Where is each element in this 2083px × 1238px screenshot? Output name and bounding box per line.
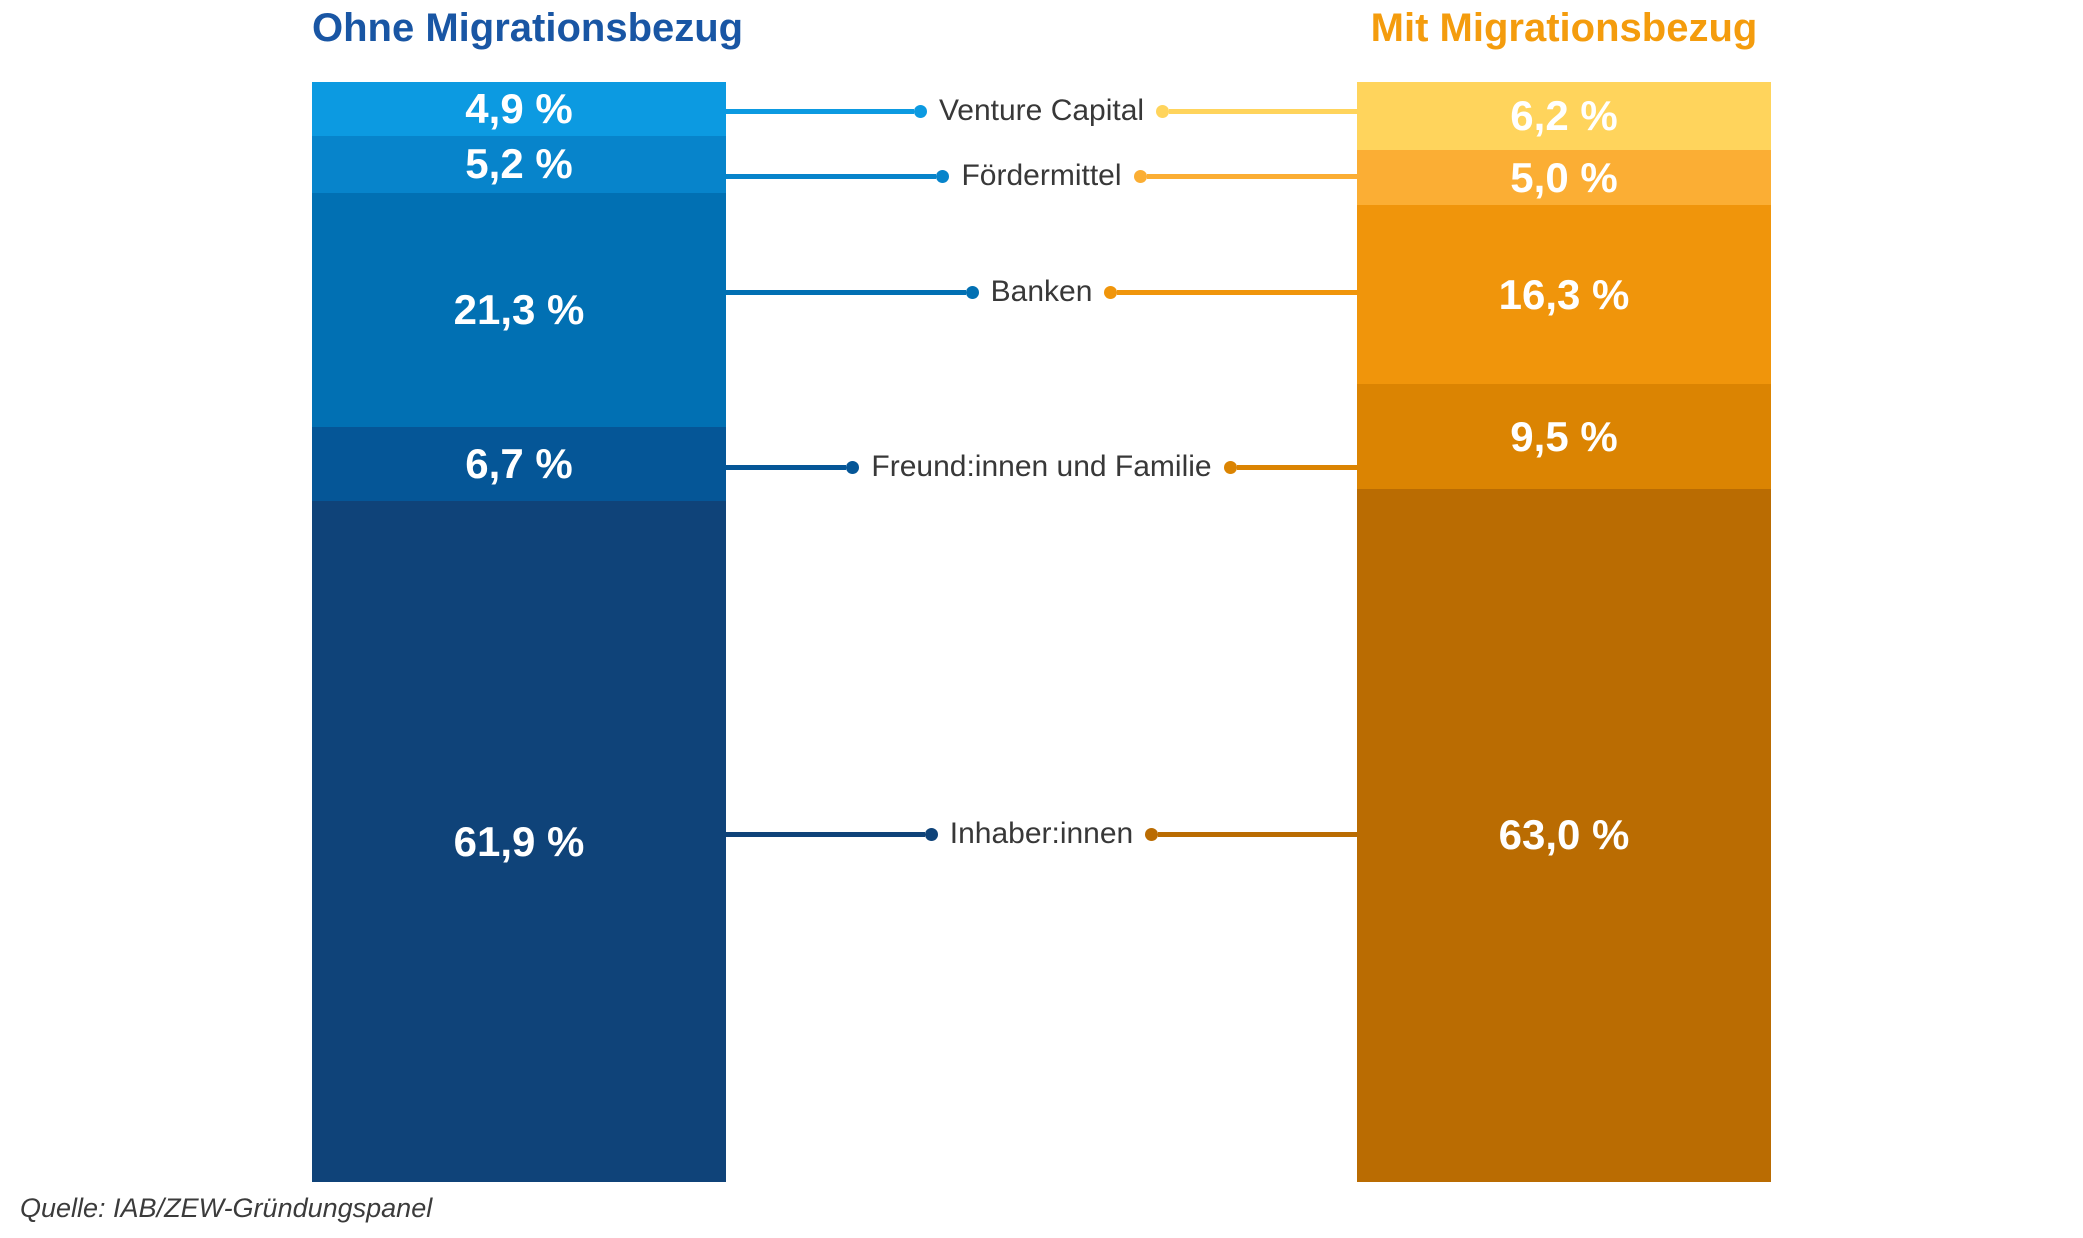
connector-line-right: [1236, 464, 1358, 470]
connector-line-left: [726, 173, 937, 179]
right-series-title: Mit Migrationsbezug: [1370, 6, 1758, 50]
segment-ohne-migrationsbezug-banken: 21,3 %: [312, 193, 726, 428]
segment-mit-migrationsbezug-f-rdermittel: 5,0 %: [1357, 150, 1771, 206]
connector-row-banken: Banken: [726, 276, 1357, 308]
segment-value-label: 6,7 %: [465, 440, 573, 488]
segment-value-label: 21,3 %: [453, 286, 585, 334]
connector-row-freund-innen-und-familie: Freund:innen und Familie: [726, 450, 1358, 483]
segment-value-label: 6,2 %: [1510, 92, 1618, 140]
connector-line-left: [726, 289, 966, 295]
segment-value-label: 5,0 %: [1510, 153, 1618, 201]
segment-value-label: 63,0 %: [1498, 811, 1630, 859]
left-series-title: Ohne Migrationsbezug: [312, 6, 744, 50]
category-label-venture-capital: Venture Capital: [938, 94, 1145, 127]
segment-value-label: 5,2 %: [465, 140, 573, 188]
category-label-f-rdermittel: Fördermittel: [961, 159, 1122, 192]
connector-line-right: [1146, 173, 1358, 179]
segment-ohne-migrationsbezug-freund-innen-und-familie: 6,7 %: [312, 427, 726, 502]
connector-dot-right: [1156, 104, 1170, 118]
source-note: Quelle: IAB/ZEW-Gründungspanel: [20, 1193, 433, 1223]
segment-value-label: 16,3 %: [1498, 270, 1630, 318]
segment-mit-migrationsbezug-inhaber-innen: 63,0 %: [1357, 488, 1771, 1182]
category-label-freund-innen-und-familie: Freund:innen und Familie: [871, 450, 1212, 483]
segment-mit-migrationsbezug-banken: 16,3 %: [1357, 205, 1771, 385]
connector-dot-left: [965, 285, 979, 299]
segment-value-label: 9,5 %: [1510, 412, 1618, 460]
stacked-bar-right: 6,2 % 5,0 % 16,3 % 9,5 % 63,0 %: [1357, 82, 1771, 1182]
segment-mit-migrationsbezug-freund-innen-und-familie: 9,5 %: [1357, 384, 1771, 489]
connector-dot-left: [924, 827, 938, 841]
connector-dot-right: [1223, 460, 1237, 474]
connector-dot-right: [1145, 827, 1159, 841]
connector-line-right: [1169, 108, 1358, 114]
connector-row-f-rdermittel: Fördermittel: [726, 159, 1358, 192]
connector-line-right: [1158, 831, 1357, 837]
connector-line-right: [1117, 289, 1357, 295]
category-label-inhaber-innen: Inhaber:innen: [949, 817, 1134, 850]
segment-value-label: 61,9 %: [453, 817, 585, 865]
connector-dot-right: [1104, 285, 1118, 299]
segment-ohne-migrationsbezug-inhaber-innen: 61,9 %: [312, 501, 726, 1182]
connector-row-venture-capital: Venture Capital: [726, 94, 1358, 127]
connector-dot-left: [846, 460, 860, 474]
segment-value-label: 4,9 %: [465, 84, 573, 132]
stacked-bar-left: 4,9 % 5,2 % 21,3 % 6,7 % 61,9 %: [312, 82, 726, 1182]
connector-dot-right: [1133, 169, 1147, 183]
connector-dot-left: [936, 169, 950, 183]
category-label-banken: Banken: [990, 275, 1093, 308]
connector-line-left: [726, 464, 847, 470]
segment-mit-migrationsbezug-venture-capital: 6,2 %: [1357, 82, 1771, 151]
segment-ohne-migrationsbezug-venture-capital: 4,9 %: [312, 82, 726, 136]
connector-dot-left: [913, 104, 927, 118]
segment-ohne-migrationsbezug-f-rdermittel: 5,2 %: [312, 135, 726, 194]
connector-row-inhaber-innen: Inhaber:innen: [726, 818, 1357, 850]
connector-line-left: [726, 831, 925, 837]
connector-line-left: [726, 108, 914, 114]
